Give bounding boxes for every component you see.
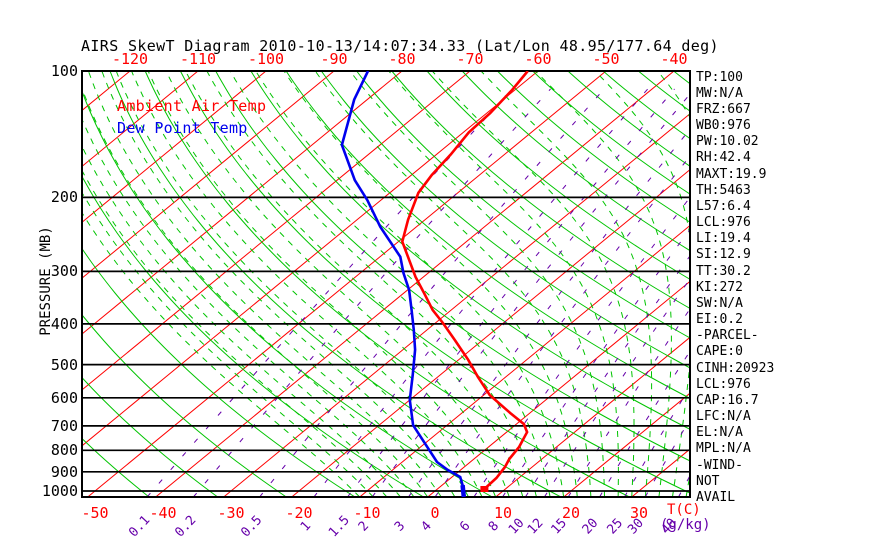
pressure-tick-1000: 1000	[41, 482, 78, 500]
mixing-ratio-unit-label: (g/kg)	[660, 517, 711, 533]
readout-ki: KI:272	[696, 279, 743, 295]
readout-cinh: CINH:20923	[696, 360, 775, 376]
pressure-lines	[81, 70, 691, 498]
svg-text:-110: -110	[180, 50, 216, 68]
pressure-tick-200: 200	[50, 188, 78, 207]
svg-text:-40: -40	[149, 504, 176, 522]
surface-dewpoint-marker	[460, 484, 467, 497]
svg-text:-20: -20	[285, 504, 312, 522]
svg-text:-100: -100	[248, 50, 284, 68]
readout-lfc: LFC:N/A	[696, 409, 751, 425]
readout-l57: L57:6.4	[696, 198, 751, 214]
temp-profile	[400, 71, 529, 492]
plot-border	[81, 70, 691, 498]
readout-li: LI:19.4	[696, 231, 751, 247]
pressure-tick-700: 700	[50, 416, 78, 435]
svg-text:-120: -120	[112, 50, 148, 68]
readout-frz: FRZ:667	[696, 101, 751, 117]
pressure-tick-100: 100	[50, 62, 78, 80]
svg-text:1.5: 1.5	[326, 513, 353, 540]
pressure-tick-900: 900	[50, 462, 78, 481]
temp-unit-label: T(C)	[667, 502, 701, 518]
readout-wb0: WB0:976	[696, 118, 751, 133]
readout-wind: -WIND-	[696, 457, 743, 473]
dewpoint-profile	[340, 71, 467, 497]
readout-lcl: LCL:976	[696, 215, 751, 231]
mixing-ratio-lines	[146, 88, 690, 497]
readout-th: TH:5463	[696, 182, 751, 198]
top-temp-labels: -120 -110 -100 -90 -80 -70 -60 -50 -40	[112, 50, 688, 68]
svg-text:-30: -30	[217, 504, 244, 522]
readout-pw: PW:10.02	[696, 134, 759, 150]
readout-mw: MW:N/A	[696, 85, 743, 101]
legend-dew-point: Dew Point Temp	[117, 119, 248, 137]
svg-text:6: 6	[457, 519, 473, 535]
svg-text:-50: -50	[81, 504, 108, 522]
page-title: AIRS SkewT Diagram 2010-10-13/14:07:34.3…	[81, 37, 719, 55]
svg-text:-60: -60	[524, 50, 551, 68]
readout-sw: SW:N/A	[696, 295, 743, 311]
svg-text:20: 20	[580, 516, 602, 538]
readout-avail: AVAIL	[696, 489, 736, 505]
readout-lcl: LCL:976	[696, 376, 751, 392]
svg-text:3: 3	[392, 519, 408, 535]
readout-el: EL:N/A	[696, 425, 743, 441]
svg-text:10: 10	[494, 504, 512, 522]
readout-rh: RH:42.4	[696, 150, 751, 166]
readout-tp: TP:100	[696, 69, 743, 85]
readout-cap: CAP:16.7	[696, 392, 759, 408]
svg-text:12: 12	[525, 516, 547, 538]
readout-maxt: MAXT:19.9	[696, 166, 767, 182]
readout-mpl: MPL:N/A	[696, 441, 751, 457]
pressure-tick-400: 400	[50, 314, 78, 333]
readout-ei: EI:0.2	[696, 312, 743, 328]
svg-text:-10: -10	[353, 504, 380, 522]
svg-text:-50: -50	[592, 50, 619, 68]
svg-text:30: 30	[630, 504, 648, 522]
svg-text:-70: -70	[456, 50, 483, 68]
pressure-tick-600: 600	[50, 388, 78, 407]
svg-text:-40: -40	[660, 50, 687, 68]
bottom-temp-labels: -50 -40 -30 -20 -10 0 10 20 30	[81, 504, 648, 522]
pressure-tick-800: 800	[50, 441, 78, 460]
svg-text:-80: -80	[388, 50, 415, 68]
readout-parcel: -PARCEL-	[696, 328, 759, 344]
svg-text:25: 25	[605, 516, 627, 538]
readout-cape: CAPE:0	[696, 344, 743, 360]
svg-text:-90: -90	[320, 50, 347, 68]
svg-text:0: 0	[430, 504, 439, 522]
pressure-tick-300: 300	[50, 262, 78, 281]
readout-si: SI:12.9	[696, 247, 751, 263]
legend-air-temp: Ambient Air Temp	[117, 97, 267, 115]
readout-tt: TT:30.2	[696, 263, 751, 279]
svg-text:20: 20	[562, 504, 580, 522]
readout-not: NOT	[696, 473, 720, 489]
surface-temp-marker	[480, 486, 489, 492]
pressure-tick-500: 500	[50, 355, 78, 374]
